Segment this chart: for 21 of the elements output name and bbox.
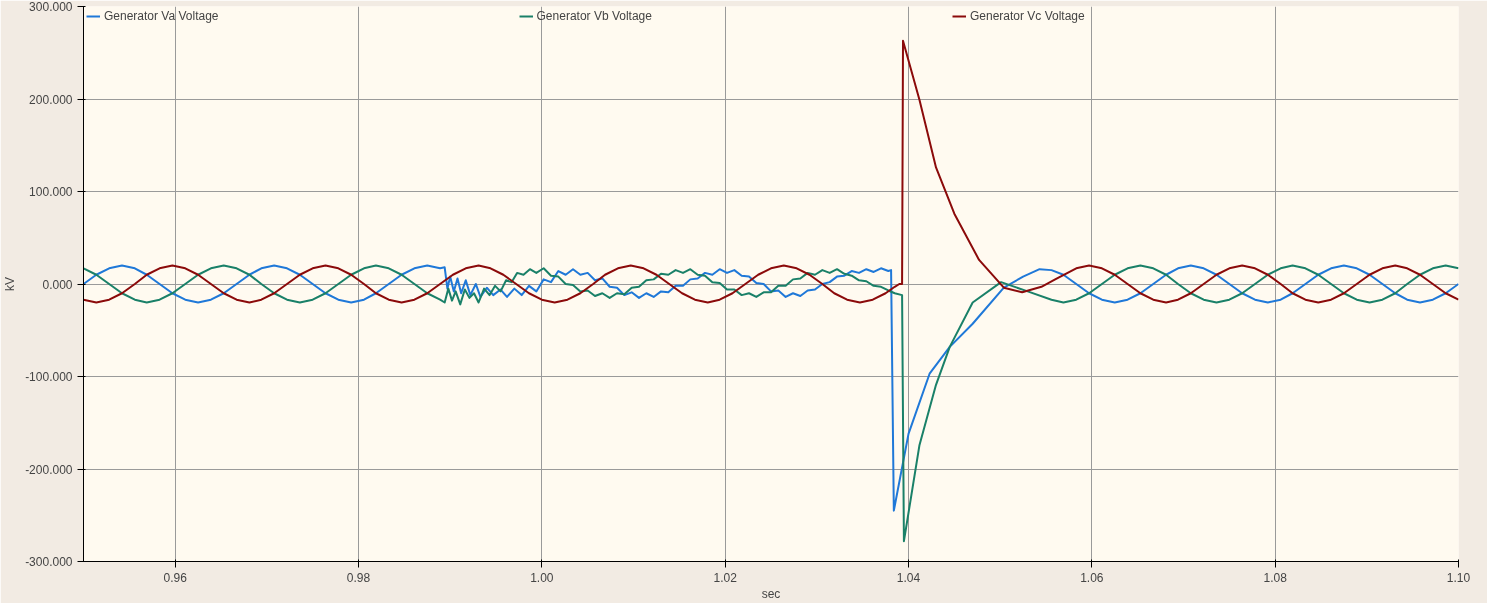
y-tick-label: -200.000 xyxy=(25,462,73,477)
x-tick-label: 1.10 xyxy=(1446,570,1471,585)
legend-label: Generator Vc Voltage xyxy=(969,9,1085,23)
x-tick-label: 0.96 xyxy=(163,570,188,585)
y-tick-label: -300.000 xyxy=(25,555,73,569)
x-tick-label: 1.04 xyxy=(896,570,921,585)
y-tick-label: 200.000 xyxy=(29,92,73,107)
line-series xyxy=(83,39,1459,304)
y-tick-label: 300.000 xyxy=(29,0,73,14)
x-tick-label: 0.98 xyxy=(346,570,371,585)
x-tick-label: 1.08 xyxy=(1263,570,1288,585)
legend-label: Generator Vb Voltage xyxy=(536,9,652,23)
y-tick-label: 0.000 xyxy=(42,277,73,292)
x-tick-label: 1.02 xyxy=(713,570,738,585)
x-axis-title: sec xyxy=(761,586,781,601)
y-tick-label: 100.000 xyxy=(29,185,73,199)
y-axis-title: kV xyxy=(3,276,18,291)
x-tick-label: 1.06 xyxy=(1080,570,1104,585)
legend-label: Generator Va Voltage xyxy=(104,9,219,23)
x-tick-label: 1.00 xyxy=(530,570,554,585)
y-tick-label: -100.000 xyxy=(25,370,73,384)
